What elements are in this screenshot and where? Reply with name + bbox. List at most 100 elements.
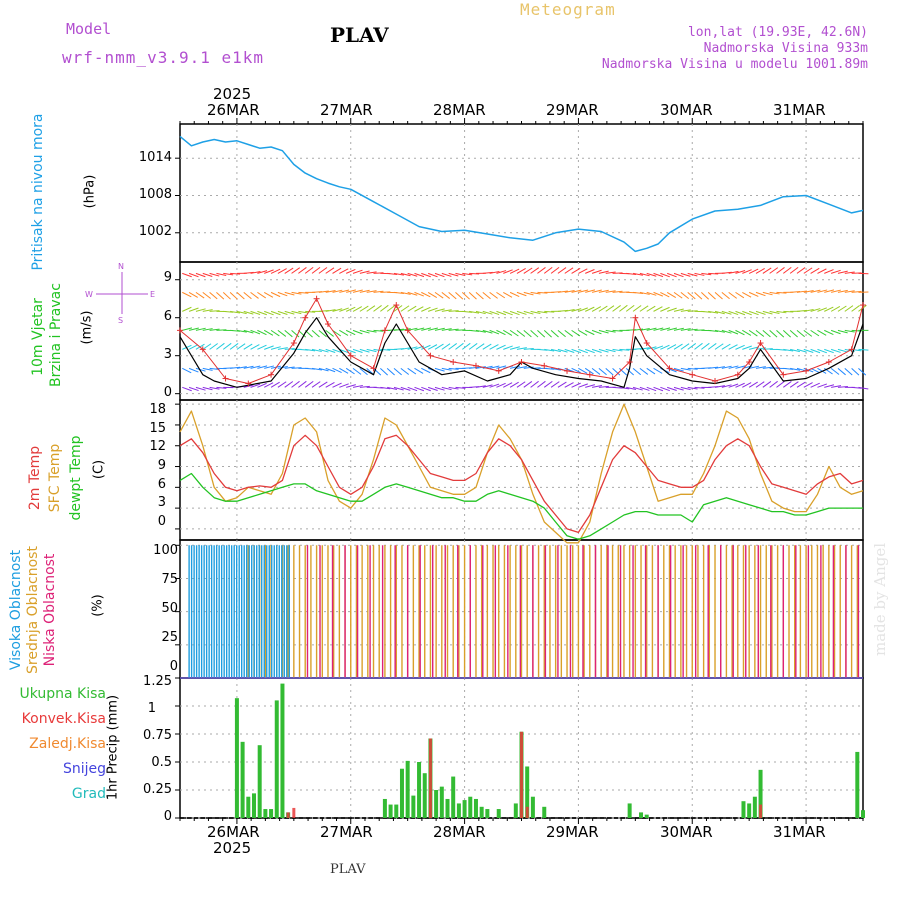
wind-arrow	[455, 292, 464, 300]
wind-arrow	[407, 367, 417, 375]
wind-arrow	[469, 366, 480, 369]
wind-arrow	[461, 292, 470, 300]
wind-arrow	[796, 329, 805, 338]
wind-arrow	[441, 367, 452, 371]
wind-arrow	[612, 305, 621, 312]
total-precip-bar	[405, 760, 410, 818]
wind-arrow	[209, 310, 220, 312]
wind-arrow	[783, 348, 794, 352]
wind-arrow	[837, 348, 848, 353]
wind-arrow	[673, 308, 684, 312]
wind-arrow	[441, 343, 451, 350]
wind-arrow	[660, 306, 670, 312]
wind-arrow	[284, 366, 295, 369]
wind-arrow	[817, 289, 828, 293]
wind-arrow	[571, 308, 582, 312]
wind-arrow	[345, 306, 356, 312]
wind-arrow	[530, 267, 540, 274]
wind-arrow	[708, 366, 719, 369]
wind-arrow	[434, 272, 445, 278]
wind-arrow	[462, 342, 471, 350]
wind-arrow	[257, 344, 267, 350]
wind-arrow	[243, 310, 254, 315]
wind-arrow	[735, 329, 745, 336]
wind-arrow	[229, 292, 238, 300]
wind-arrow	[701, 342, 710, 350]
wind-arrow	[441, 309, 452, 312]
wind-arrow	[605, 367, 614, 376]
wind-arrow	[824, 306, 834, 312]
temp-tick: 6	[157, 477, 166, 492]
lonlat-label: lon,lat (19.93E, 42.6N)	[687, 25, 868, 40]
wind-arrow	[305, 348, 316, 352]
wind-arrow	[598, 348, 609, 353]
wind-arrow	[557, 290, 568, 293]
wind-arrow	[831, 385, 842, 388]
wind-arrow	[304, 380, 314, 388]
wind-arrow	[830, 329, 841, 335]
wind-arrow	[311, 367, 322, 371]
wind-arrow	[414, 306, 424, 312]
wind-arrow	[564, 382, 574, 388]
wind-arrow	[755, 291, 766, 297]
wind-arrow	[496, 310, 507, 316]
wind-arrow	[222, 342, 232, 350]
wind-arrow	[257, 270, 268, 274]
wind-arrow	[264, 345, 274, 350]
wind-arrow	[380, 367, 389, 376]
wind-arrow	[291, 380, 300, 388]
wind-arrow	[359, 329, 370, 334]
wind-arrow	[564, 367, 575, 373]
wind-arrow	[762, 267, 772, 274]
wind-arrow	[421, 367, 431, 374]
wind-arrow	[571, 329, 581, 337]
wind-arrow	[291, 310, 302, 315]
wind-arrow	[735, 344, 745, 350]
wind-arrow	[441, 386, 452, 391]
wind-arrow	[359, 289, 370, 293]
day-label-top: 30MAR	[660, 101, 713, 119]
wind-arrow	[687, 367, 698, 370]
precip-tick: 0.75	[143, 728, 172, 743]
wind-arrow	[373, 272, 384, 274]
total-precip-bar	[644, 814, 649, 818]
wind-arrow	[714, 343, 724, 350]
total-precip-bar	[257, 745, 262, 818]
wind-arrow	[257, 291, 267, 299]
wind-arrow	[346, 289, 357, 293]
wind-arrow	[557, 329, 566, 338]
wind-arrow	[550, 329, 559, 338]
wind-arrow	[339, 307, 349, 312]
wind-arrow	[236, 366, 247, 369]
wind-arrow	[414, 291, 424, 297]
total-precip-bar	[639, 812, 644, 818]
wind-arrow	[851, 305, 860, 312]
total-precip-bar	[246, 796, 251, 818]
wind-arrow	[332, 267, 342, 274]
wind-arrow	[598, 329, 609, 334]
wind-arrow	[858, 348, 869, 351]
wind-arrow	[400, 305, 410, 312]
total-precip-bar	[473, 798, 478, 818]
wind-arrow	[332, 348, 343, 354]
wind-arrow	[789, 329, 798, 338]
wind-arrow	[523, 267, 533, 274]
wind-arrow	[298, 267, 307, 274]
wind-arrow	[284, 267, 294, 274]
wind-arrow	[455, 329, 466, 331]
wind-arrow	[537, 310, 548, 314]
total-precip-bar	[240, 741, 245, 818]
wind-arrow	[332, 308, 343, 312]
wind-arrow	[585, 384, 596, 388]
wind-arrow	[407, 291, 418, 296]
total-precip-bar	[445, 798, 450, 818]
wind-compass-w: W	[85, 290, 93, 299]
wind-arrow	[619, 386, 630, 390]
wind-arrow	[714, 329, 725, 333]
wind-arrow	[270, 310, 281, 316]
wind-arrow	[202, 309, 213, 312]
wind-arrow	[735, 310, 746, 316]
wind-arrow	[571, 382, 581, 388]
wind-arrow	[742, 310, 752, 316]
wind-arrow	[277, 310, 288, 315]
